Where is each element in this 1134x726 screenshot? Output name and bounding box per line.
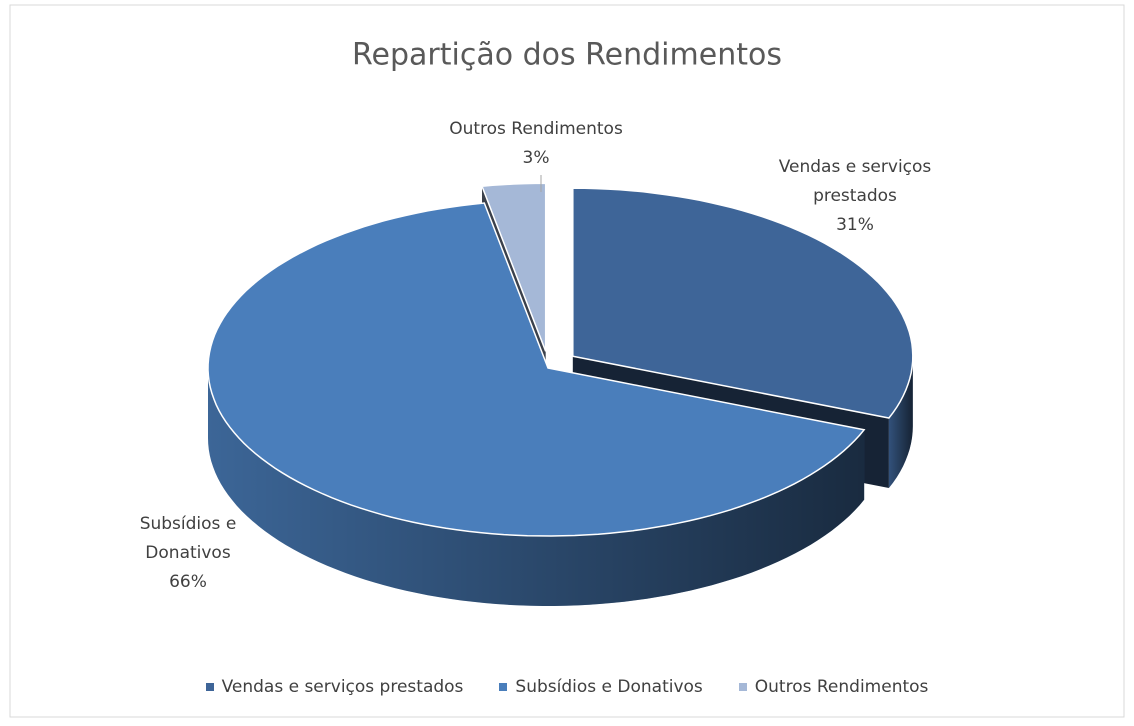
slice — [572, 187, 914, 419]
data-label: Vendas e serviços prestados 31% — [755, 153, 955, 240]
legend-label: Outros Rendimentos — [754, 677, 929, 697]
legend-label: Vendas e serviços prestados — [221, 677, 464, 697]
slice — [207, 202, 866, 537]
slice-wall-shade — [208, 368, 865, 606]
legend-swatch — [499, 683, 508, 691]
legend-item: Outros Rendimentos — [738, 677, 929, 697]
data-label: Subsídios e Donativos 66% — [123, 510, 253, 597]
legend: Vendas e serviços prestados Subsídios e D… — [0, 677, 1134, 697]
data-label-name: Subsídios e Donativos — [139, 514, 237, 563]
slice — [480, 182, 547, 352]
legend-item: Vendas e serviços prestados — [205, 677, 464, 697]
pie-tops — [207, 182, 914, 537]
data-label-value: 66% — [169, 572, 207, 592]
data-label-value: 3% — [522, 148, 550, 168]
legend-swatch — [205, 683, 214, 691]
data-label-name: Outros Rendimentos — [449, 119, 623, 139]
legend-swatch — [738, 683, 747, 691]
legend-label: Subsídios e Donativos — [515, 677, 703, 697]
data-label-name: Vendas e serviços prestados — [778, 157, 932, 206]
data-label: Outros Rendimentos 3% — [416, 115, 656, 173]
chart-title: Repartição dos Rendimentos — [352, 38, 782, 73]
legend-item: Subsídios e Donativos — [499, 677, 703, 697]
chart-border — [9, 4, 1125, 718]
data-label-value: 31% — [836, 215, 874, 235]
